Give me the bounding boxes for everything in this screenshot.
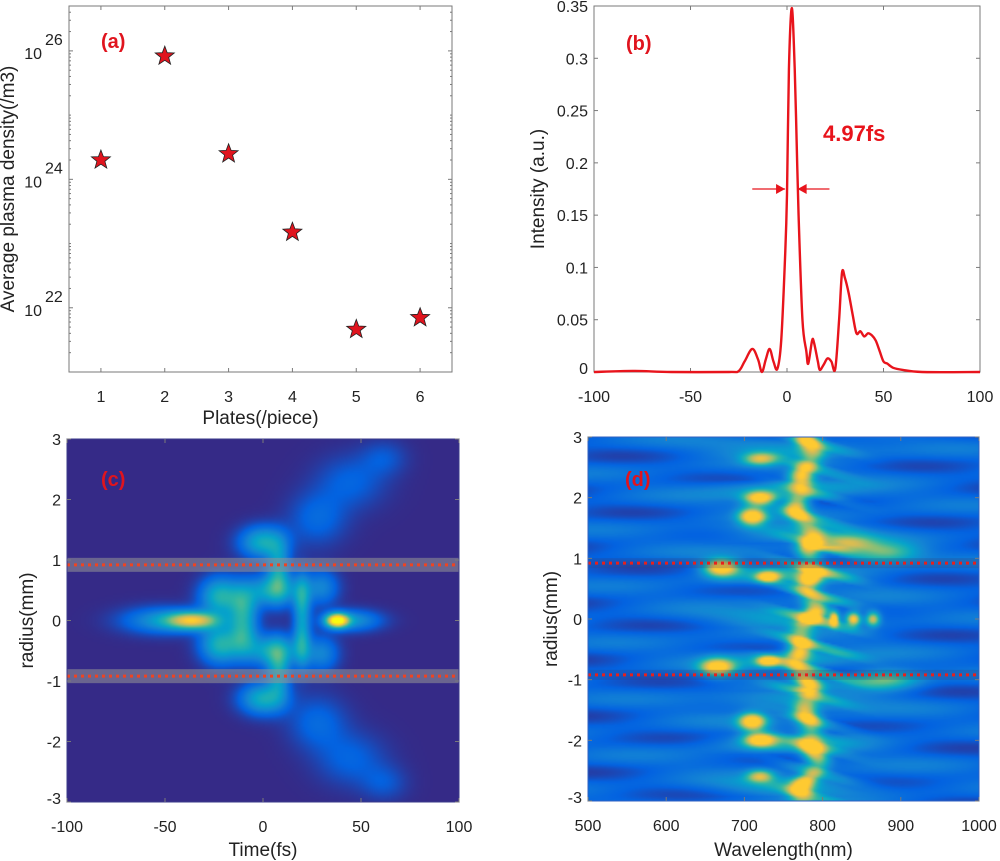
highlight-band	[588, 558, 979, 569]
data-point-star	[281, 221, 303, 242]
heatmap-c-time-radius	[67, 439, 459, 802]
panel-c-ytick-label: -2	[47, 735, 61, 752]
panel-a-xtick-label: 3	[224, 389, 233, 406]
panel-c-x-axis-label: Time(fs)	[229, 840, 298, 861]
panel-a-ytick-exponent: 22	[45, 289, 63, 306]
panel-b-xtick-label: 100	[967, 389, 994, 406]
panel-b-ytick-label: 0.25	[557, 104, 588, 121]
fwhm-right-arrowhead-icon	[797, 184, 807, 194]
panel-d-ytick-label: 0	[573, 612, 582, 629]
panel-a-xtick-label: 1	[96, 389, 105, 406]
panel-d-xtick-label: 500	[575, 818, 602, 835]
panel-c-ytick-label: 1	[52, 553, 61, 570]
panel-a-xtick-label: 2	[160, 389, 169, 406]
panel-a-frame	[68, 5, 453, 373]
panel-d-ytick-label: -1	[568, 673, 582, 690]
panel-b-xtick-label: -50	[679, 389, 702, 406]
tick-base: 10	[24, 174, 42, 191]
panel-d-xtick-label: 700	[731, 818, 758, 835]
panel-b-ytick-label: 0.3	[566, 51, 588, 68]
data-point-star	[154, 44, 176, 66]
panel-b-y-axis-label: Intensity (a.u.)	[528, 129, 549, 249]
panel-d-panel-label: (d)	[625, 469, 651, 491]
intensity-curve	[593, 6, 981, 374]
panel-d-y-axis-label: radius(mm)	[541, 571, 562, 667]
panel-a-ytick-exponent: 26	[45, 32, 63, 49]
panel-a-y-axis-label: Average plasma density(/m3)	[0, 66, 19, 313]
panel-c-panel-label: (c)	[101, 469, 125, 491]
tick-base: 10	[24, 46, 42, 63]
panel-c-ytick-label: -3	[47, 791, 61, 808]
panel-d-xtick-label: 900	[887, 818, 914, 835]
panel-a-xtick-label: 6	[416, 389, 425, 406]
panel-b-xtick-label: 0	[783, 389, 792, 406]
data-point-star	[90, 148, 112, 170]
panel-b-xtick-label: 50	[875, 389, 893, 406]
panel-d-x-axis-label: Wavelength(nm)	[714, 840, 853, 861]
panel-d-ytick-label: -3	[568, 790, 582, 807]
panel-b-ytick-label: 0.1	[566, 260, 588, 277]
panel-d-ytick-label: 3	[573, 430, 582, 447]
tick-base: 10	[24, 303, 42, 320]
panel-c-ytick-label: 3	[52, 432, 61, 449]
data-point-star	[345, 318, 367, 339]
panel-a-xtick-label: 4	[288, 389, 297, 406]
panel-a-ytick-label: 10	[24, 174, 42, 191]
data-point-star	[218, 142, 240, 163]
panel-b-ytick-label: 0.2	[566, 156, 588, 173]
panel-c-xtick-label: 0	[259, 819, 268, 836]
panel-c-ytick-label: 2	[52, 493, 61, 510]
panel-b-xtick-label: -100	[578, 389, 610, 406]
panel-c-ytick-label: -1	[47, 674, 61, 691]
panel-d-ytick-label: 1	[573, 551, 582, 568]
panel-d-xtick-label: 600	[653, 818, 680, 835]
heatmap-d-wavelength-radius	[588, 437, 979, 801]
fwhm-left-arrowhead-icon	[776, 184, 786, 194]
panel-c-xtick-label: 50	[352, 819, 370, 836]
panel-d-ytick-label: 2	[573, 491, 582, 508]
panel-a-ytick-exponent: 24	[45, 160, 63, 177]
panel-b-panel-label: (b)	[626, 33, 652, 55]
panel-a-x-axis-label: Plates(/piece)	[202, 408, 318, 429]
highlight-band	[588, 669, 979, 680]
panel-b-ytick-label: 0.05	[557, 313, 588, 330]
panel-d-frame	[587, 436, 980, 802]
panel-d-ytick-label: -2	[568, 733, 582, 750]
panel-d-xtick-label: 1000	[961, 818, 997, 835]
data-point-star	[409, 306, 431, 327]
panel-a-panel-label: (a)	[101, 31, 125, 53]
panel-c-y-axis-label: radius(mm)	[17, 572, 38, 668]
panel-b-ytick-label: 0	[579, 361, 588, 378]
panel-a-xtick-label: 5	[352, 389, 361, 406]
panel-a-ytick-label: 10	[24, 303, 42, 320]
panel-d-xtick-label: 800	[809, 818, 836, 835]
fwhm-annotation: 4.97fs	[823, 121, 885, 146]
panel-c-ytick-label: 0	[52, 614, 61, 631]
panel-b-ytick-label: 0.35	[557, 0, 588, 16]
panel-c-xtick-label: -100	[51, 819, 83, 836]
panel-c-xtick-label: 100	[446, 819, 473, 836]
panel-c-frame	[66, 438, 460, 803]
panel-a-ytick-label: 10	[24, 46, 42, 63]
panel-b-ytick-label: 0.15	[557, 208, 588, 225]
panel-c-xtick-label: -50	[153, 819, 176, 836]
